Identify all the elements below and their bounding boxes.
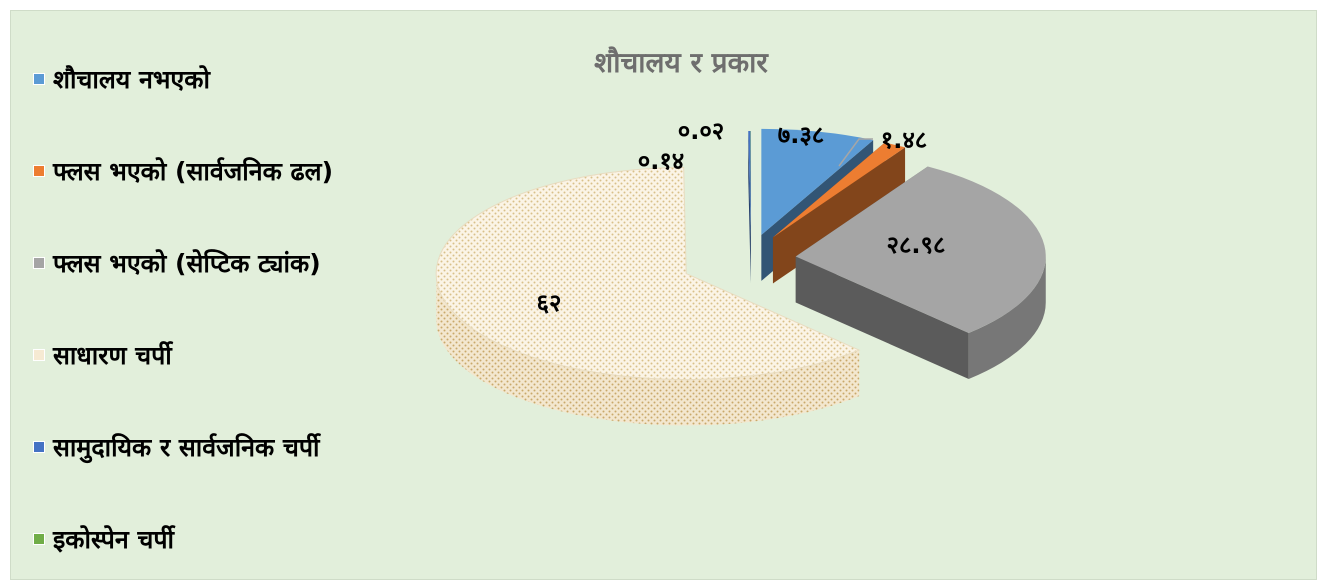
legend-item-flush-public-sewer: फ्लस भएको (सार्वजनिक ढल) [33,151,333,191]
pie-slice-community-public-latrine [748,131,751,284]
legend-item-no-toilet: शौचालय नभएको [33,59,210,99]
data-label-flush-septic-tank: २८.९८ [886,231,945,259]
legend-item-simple-latrine: साधारण चर्पी [33,335,172,375]
legend-label-ecosan-latrine: इकोस्पेन चर्पी [53,525,175,554]
pie-slice-flush-public-sewer [772,142,906,284]
data-label-flush-public-sewer: १.४८ [881,126,928,154]
legend-label-flush-septic-tank: फ्लस भएको (सेप्टिक ट्यांक) [53,249,321,278]
legend-swatch-flush-septic-tank [33,257,45,269]
pie-slice-simple-latrine [435,167,861,426]
legend-item-flush-septic-tank: फ्लस भएको (सेप्टिक ट्यांक) [33,243,321,283]
data-label-community-public-latrine: ०.१४ [638,147,685,175]
legend-label-community-public-latrine: सामुदायिक र सार्वजनिक चर्पी [53,433,320,462]
data-label-ecosan-latrine: ०.०२ [678,117,725,145]
data-label-simple-latrine: ६२ [537,289,562,317]
legend-swatch-flush-public-sewer [33,165,45,177]
legend-label-simple-latrine: साधारण चर्पी [53,341,172,370]
chart-title: शौचालय र प्रकार [594,46,768,79]
legend-swatch-no-toilet [33,73,45,85]
legend-label-flush-public-sewer: फ्लस भएको (सार्वजनिक ढल) [53,157,333,186]
leader-line [838,138,873,167]
pie-chart: ७.३८ १.४८ २८.९८ ६२ ०.१४०.०२ [435,117,1046,426]
legend-label-no-toilet: शौचालय नभएको [53,65,210,94]
legend-item-ecosan-latrine: इकोस्पेन चर्पी [33,519,174,559]
legend-swatch-community-public-latrine [33,441,45,453]
legend-swatch-simple-latrine [33,349,45,361]
data-label-no-toilet: ७.३८ [778,121,825,149]
chart-area: शौचालय र प्रकार शौचालय नभएको फ्लस भएको (… [10,10,1317,580]
pie-slice-flush-septic-tank [795,166,1046,379]
legend-swatch-ecosan-latrine [33,533,45,545]
legend-item-community-public-latrine: सामुदायिक र सार्वजनिक चर्पी [33,427,320,467]
